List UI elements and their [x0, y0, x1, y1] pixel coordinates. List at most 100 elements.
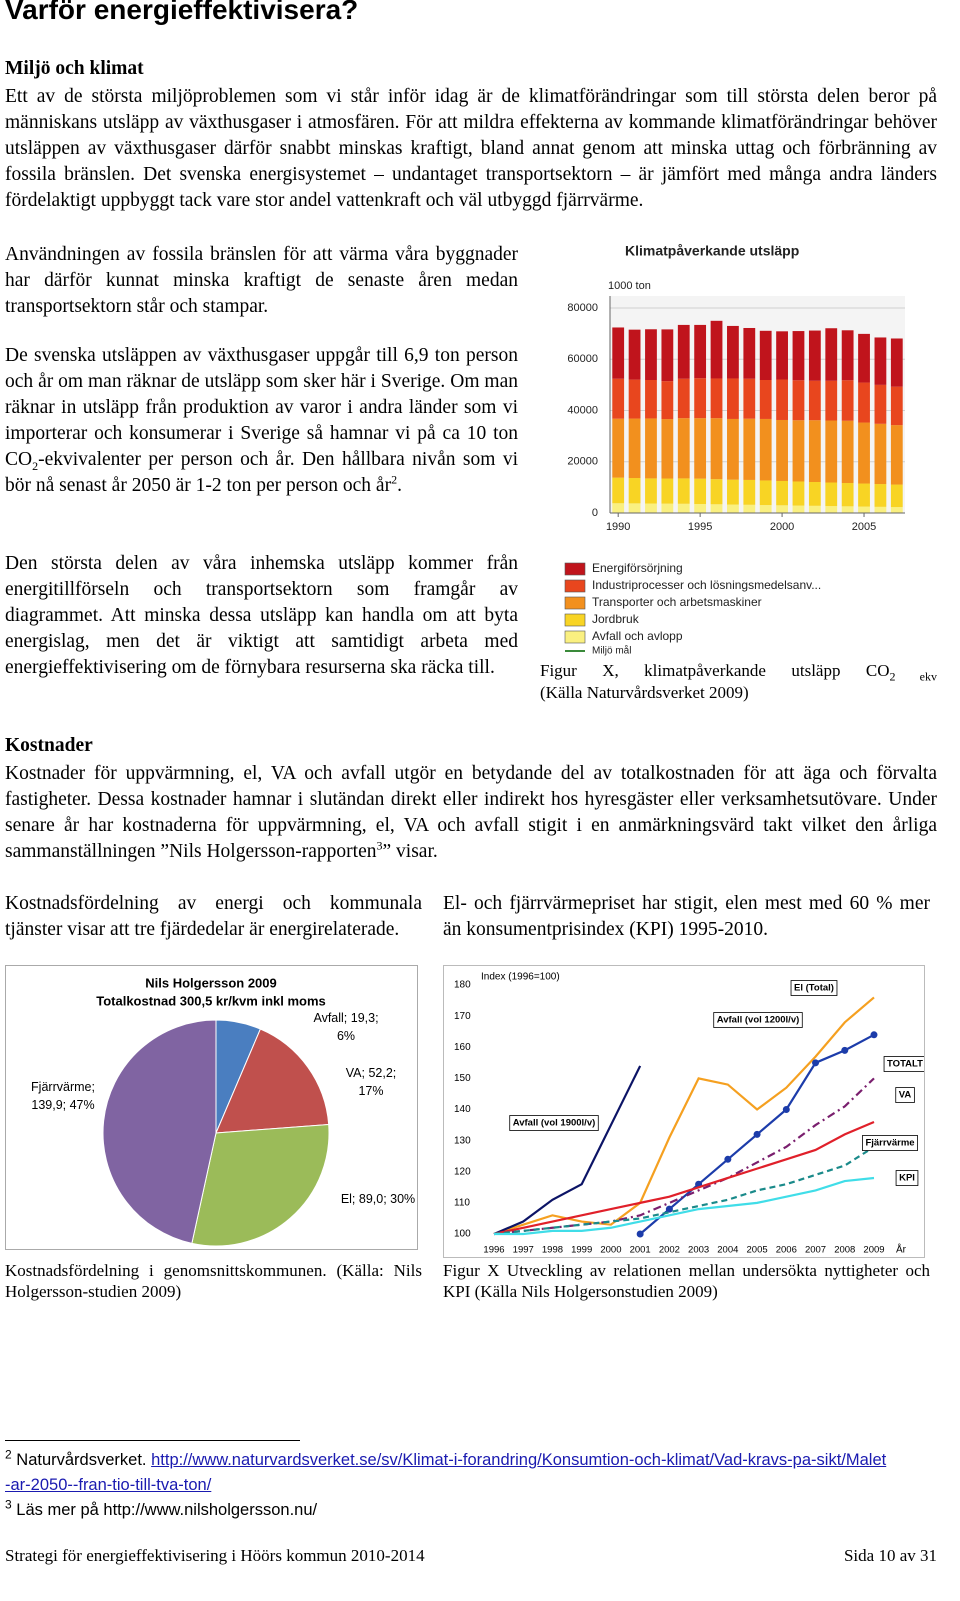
bar-segment — [858, 506, 870, 513]
axis-label: År — [896, 1243, 907, 1256]
bar-segment — [710, 504, 723, 513]
legend-swatch — [564, 596, 586, 610]
y-tick-label: 40000 — [567, 404, 598, 416]
footnote-mark: 3 — [5, 1497, 12, 1512]
bar-segment — [808, 505, 821, 513]
bar-segment — [661, 419, 674, 479]
series-line — [493, 996, 875, 1236]
bar-segment — [759, 418, 772, 481]
bar-segment — [710, 320, 723, 379]
footer-right: Sida 10 av 31 — [843, 1546, 937, 1565]
x-tick-label: 1999 — [571, 1245, 592, 1256]
bar-segment — [759, 380, 772, 419]
bar-segment — [628, 418, 641, 479]
bar-segment — [825, 506, 838, 513]
y-tick-label: 170 — [454, 1011, 471, 1022]
subscript: 2 ekv — [889, 669, 938, 684]
bar-segment — [841, 506, 854, 513]
series-callout: VA — [895, 1087, 915, 1103]
bar-segment — [645, 329, 657, 381]
y-tick-label: 140 — [454, 1104, 471, 1115]
slice-label: Fjärrvärme; 139,9; 47% — [31, 1080, 95, 1112]
bar-segment — [841, 380, 854, 421]
slice-label: El; 89,0; 30% — [340, 1192, 416, 1206]
axis-label: Index (1996=100) — [481, 972, 560, 983]
cost-pie-chart: Nils Holgersson 2009 Totalkostnad 300,5 k… — [96, 975, 330, 1247]
x-tick-label: 2003 — [688, 1245, 709, 1256]
bar-segment — [710, 418, 723, 480]
series-marker — [665, 1205, 673, 1213]
x-tick-label: 1997 — [513, 1245, 534, 1256]
bar-segment — [825, 328, 838, 381]
pie-frame: Nils Holgersson 2009 Totalkostnad 300,5 k… — [5, 965, 418, 1250]
bar-segment — [694, 478, 707, 505]
legend-label: Avfall och avlopp — [592, 629, 683, 643]
bar-segment — [792, 420, 805, 482]
bar-segment — [628, 478, 641, 504]
bar-segment — [841, 330, 854, 381]
series-line — [493, 1077, 875, 1236]
bar-segment — [792, 331, 805, 381]
bar-segment — [890, 425, 903, 485]
bar-segment — [727, 504, 739, 513]
bar-segment — [677, 478, 690, 504]
pie-slice — [215, 1028, 330, 1134]
x-tick-label: 2000 — [600, 1245, 621, 1256]
y-tick-label: 60000 — [567, 353, 598, 365]
footnote-link[interactable]: http://www.naturvardsverket.se/sv/Klimat… — [5, 1451, 887, 1494]
bar-segment — [825, 482, 838, 507]
series-label: El (Total) — [794, 983, 834, 994]
bar-segment — [661, 329, 674, 382]
paragraph: El- och fjärrvärmepriset har stigit, ele… — [443, 893, 930, 940]
callout-box — [862, 1135, 918, 1151]
bar-segment — [727, 378, 739, 419]
bar-segment — [661, 503, 674, 513]
bar-segment — [874, 484, 887, 507]
y-tick-label: 20000 — [567, 456, 598, 468]
series-line — [493, 1145, 875, 1236]
series-callout: TOTALT — [883, 1056, 924, 1072]
paragraph: Den största delen av våra inhemska utslä… — [5, 553, 518, 678]
bar-segment — [645, 503, 657, 513]
y-tick-label: 80000 — [567, 302, 598, 314]
figure-caption: Figur X Utveckling av relationen mellan … — [443, 1261, 930, 1301]
y-tick-label: 110 — [454, 1198, 470, 1209]
x-tick-label: 1990 — [606, 521, 630, 533]
bar-segment — [776, 480, 788, 506]
bar-segment — [661, 381, 674, 420]
bar-segment — [710, 378, 723, 419]
x-tick-label: 2007 — [805, 1245, 826, 1256]
y-tick-label: 160 — [454, 1042, 471, 1053]
legend-swatch — [564, 562, 586, 576]
bar-segment — [694, 378, 707, 419]
slice-label: VA; 52,2; 17% — [345, 1066, 397, 1098]
chart-title: Nils Holgersson 2009 — [145, 975, 277, 990]
bar-segment — [858, 333, 870, 383]
series-label: Avfall (vol 1200l/v) — [717, 1015, 800, 1026]
series-marker — [870, 1031, 878, 1039]
footer-left: Strategi för energieffektivisering i Höö… — [5, 1546, 425, 1565]
index-line-chart: Index (1996=100) År 100 110 120 130 140 150 160 1… — [443, 965, 925, 1258]
subscript: 2 — [32, 458, 39, 473]
bar-segment — [612, 418, 625, 478]
slice-label: Avfall; 19,3; 6% — [313, 1011, 379, 1043]
x-tick-label: 2002 — [659, 1245, 680, 1256]
bar-segment — [759, 330, 772, 381]
footnote-ref: 2 — [391, 472, 398, 487]
text: Kostnader för uppvärmning, el, VA och av… — [5, 763, 937, 862]
bar-segment — [694, 324, 707, 379]
footnote-text: Naturvårdsverket. — [16, 1451, 147, 1469]
bar-segment — [628, 379, 641, 419]
series-label: Fjärrvärme — [865, 1138, 914, 1149]
bar-segment — [776, 505, 788, 513]
bar-segment — [727, 479, 739, 505]
legend-swatch — [564, 613, 586, 627]
bar-segment — [759, 505, 772, 513]
bar-segment — [743, 418, 756, 480]
bar-segment — [874, 337, 887, 385]
series-marker — [782, 1106, 790, 1113]
series-marker — [636, 1230, 644, 1238]
text: . — [397, 475, 402, 496]
series-label: VA — [899, 1090, 912, 1101]
bar-segment — [808, 330, 821, 381]
